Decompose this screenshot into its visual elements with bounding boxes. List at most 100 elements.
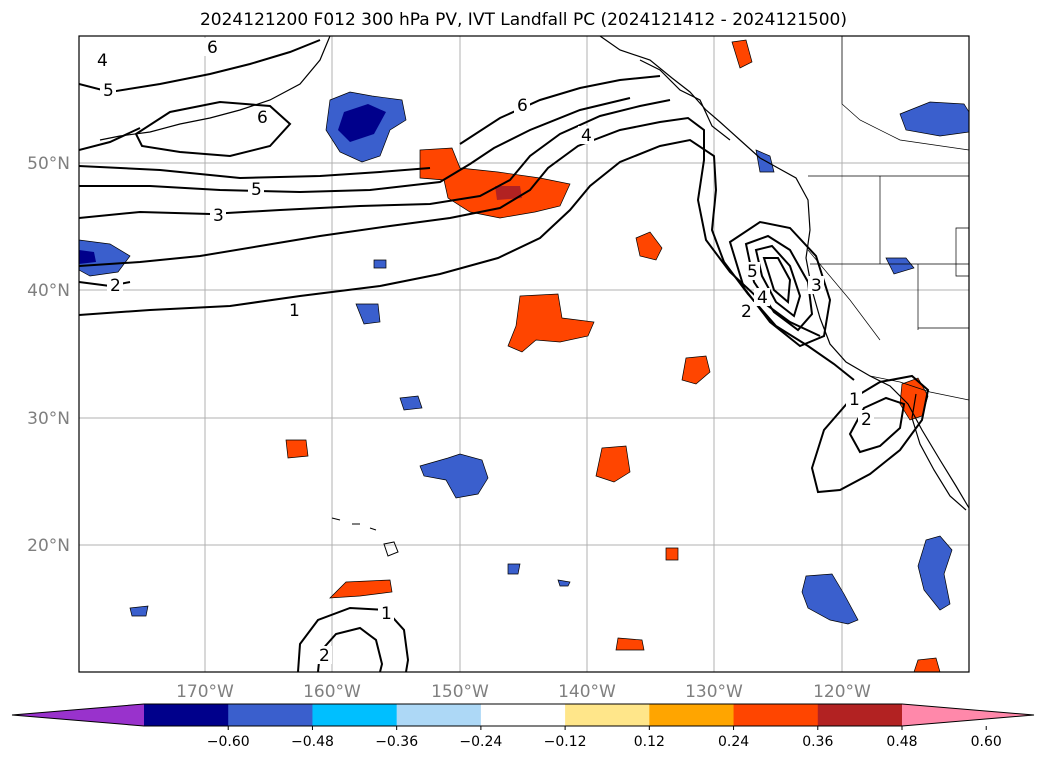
contour-label: 6: [517, 96, 528, 116]
contour-label: 2: [861, 410, 872, 430]
lon-label: 170°W: [176, 682, 234, 702]
lat-label: 50°N: [27, 154, 70, 174]
pv-blob-cold: [79, 239, 131, 277]
pv-blob-warm: [615, 637, 645, 651]
colorbar-segment: [144, 704, 229, 726]
contour-label: 2: [741, 302, 752, 322]
contour-line: [762, 257, 792, 305]
longitude-labels: 170°W 160°W 150°W 140°W 130°W 120°W: [176, 682, 871, 702]
pv-blob-warm: [665, 547, 679, 561]
colorbar-segment: [312, 704, 398, 726]
lat-label: 20°N: [27, 536, 70, 556]
map-title: 2024121200 F012 300 hPa PV, IVT Landfall…: [199, 10, 847, 30]
contour-label: 3: [811, 276, 822, 296]
contour-labels: 6 5 6 6 4 5 3 2 1 5 4 3 2 1 2 1 2 4: [96, 38, 874, 666]
lon-label: 140°W: [558, 682, 616, 702]
pv-blob-cold: [899, 101, 969, 137]
colorbar-tick-label: −0.48: [291, 734, 334, 750]
contour-label: 5: [747, 262, 758, 282]
colorbar-tick-label: −0.36: [375, 734, 418, 750]
contour-label: 2: [110, 276, 121, 296]
contour-label: 2: [319, 646, 330, 666]
lon-label: 120°W: [813, 682, 871, 702]
latitude-labels: 50°N 40°N 30°N 20°N: [27, 154, 70, 556]
pv-blob-warm: [329, 579, 393, 599]
contour-line: [848, 396, 906, 454]
pv-blob-cold: [507, 563, 521, 575]
colorbar-segment: [228, 704, 313, 726]
colorbar-segment: [649, 704, 735, 726]
pv-blob-warm: [635, 231, 663, 261]
political-borders: [807, 36, 969, 401]
contour-line: [134, 100, 292, 158]
lon-label: 130°W: [685, 682, 743, 702]
lat-label: 30°N: [27, 409, 70, 429]
lon-label: 150°W: [431, 682, 489, 702]
contour-label: 4: [581, 126, 592, 146]
pv-blob-warm: [595, 445, 631, 483]
colorbar-tick-label: −0.12: [544, 734, 587, 750]
colorbar-extend-high: [902, 704, 1034, 726]
lon-label: 160°W: [303, 682, 361, 702]
pv-blob-cold: [355, 303, 381, 325]
colorbar-tick-label: 0.48: [886, 734, 917, 750]
pv-blob-warm: [507, 293, 595, 353]
colorbar-segment: [396, 704, 482, 726]
pv-blob-warm-core: [495, 186, 522, 200]
contour-label: 4: [97, 51, 108, 71]
hawaii-island: [383, 541, 399, 557]
contour-line: [79, 116, 821, 337]
colorbar-tick-label: 0.12: [634, 734, 665, 750]
baja-coast: [911, 393, 967, 511]
colorbar-segment: [480, 704, 566, 726]
contour-label: 4: [757, 288, 768, 308]
colorbar-tick-label: 0.36: [802, 734, 833, 750]
colorbar-tick-label: 0.60: [971, 734, 1002, 750]
map-area: [79, 36, 969, 672]
contour-line: [297, 606, 410, 672]
colorbar: −0.60 −0.48 −0.36 −0.24 −0.12 0.12 0.24 0.36 0.4…: [11, 703, 1035, 750]
pv-blob-warm: [731, 39, 753, 69]
islands: [331, 517, 399, 557]
colorbar-tick-label: 0.24: [718, 734, 749, 750]
colorbar-segment: [733, 704, 819, 726]
colorbar-extend-low: [12, 704, 144, 726]
pv-blob-cold-core: [79, 250, 96, 264]
pv-blob-cold: [885, 257, 915, 275]
contour-label: 5: [103, 81, 114, 101]
pv-negative-anomalies: [79, 91, 969, 625]
pv-blob-cold: [399, 395, 423, 411]
contour-line: [459, 75, 661, 145]
pv-blob-cold: [801, 573, 859, 625]
pv-blob-cold: [373, 259, 387, 269]
pv-blob-warm: [913, 657, 941, 672]
ivt-contours: [79, 39, 930, 672]
colorbar-tick-label: −0.60: [207, 734, 250, 750]
pv-blob-cold: [129, 605, 149, 617]
north-american-coast: [599, 36, 969, 509]
colorbar-segment: [565, 704, 650, 726]
pv-blob-warm: [681, 355, 711, 385]
contour-label: 1: [849, 390, 860, 410]
pv-blob-warm: [285, 439, 309, 459]
contour-line: [754, 244, 802, 318]
contour-line: [79, 97, 631, 194]
pv-blob-cold: [419, 453, 489, 499]
contour-label: 1: [289, 301, 300, 321]
contour-line: [810, 374, 930, 494]
coast-islands: [639, 59, 731, 141]
contour-line: [79, 127, 141, 151]
contour-label: 6: [257, 108, 268, 128]
map-border: [78, 35, 970, 673]
contour-label: 1: [381, 604, 392, 624]
pv-blob-cold: [557, 579, 571, 587]
pv-blob-cold-core: [338, 104, 386, 142]
contour-label: 6: [207, 38, 218, 58]
lat-label: 40°N: [27, 281, 70, 301]
colorbar-tick-label: −0.24: [459, 734, 502, 750]
contour-line: [79, 165, 431, 180]
contour-label: 3: [213, 206, 224, 226]
contour-label: 5: [251, 180, 262, 200]
colorbar-segment: [817, 704, 903, 726]
